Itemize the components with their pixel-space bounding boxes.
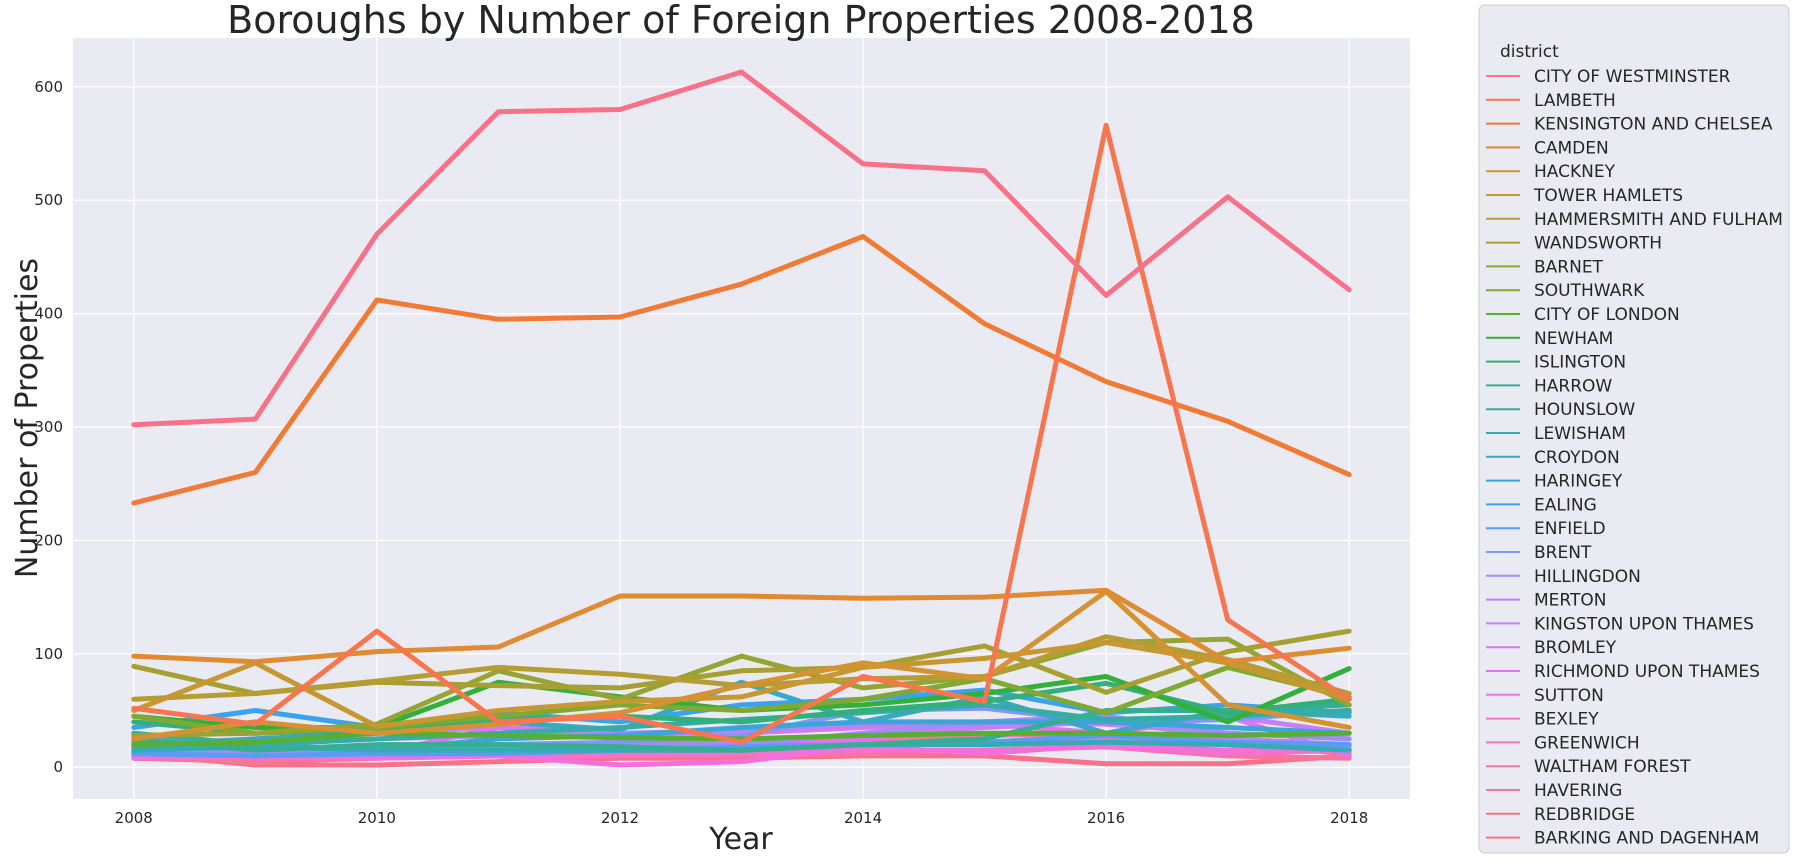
legend-entry-label: HOUNSLOW [1534,400,1635,420]
x-tick-label: 2014 [844,809,882,827]
y-tick-label: 100 [34,645,63,663]
legend-entry-label: BARNET [1534,257,1604,277]
legend-entry-label: RICHMOND UPON THAMES [1534,662,1760,682]
legend: district CITY OF WESTMINSTER LAMBETH KENSI… [1478,4,1790,854]
x-tick-label: 2008 [115,809,153,827]
legend-entry-label: LEWISHAM [1534,424,1626,444]
x-tick-label: 2010 [358,809,396,827]
legend-items: CITY OF WESTMINSTER LAMBETH KENSINGTON AND… [1486,67,1783,849]
legend-entry-label: SUTTON [1534,686,1604,706]
legend-entry-label: CROYDON [1534,448,1620,468]
legend-entry-label: NEWHAM [1534,329,1613,349]
x-tick-label: 2018 [1330,809,1368,827]
legend-entry-label: HAMMERSMITH AND FULHAM [1534,210,1783,230]
legend-entry-label: CAMDEN [1534,138,1609,158]
legend-entry-label: HARINGEY [1534,472,1623,492]
y-tick-label: 300 [34,418,63,436]
legend-entry-label: BARKING AND DAGENHAM [1534,829,1759,849]
x-tick-label: 2016 [1087,809,1125,827]
chart-title: Boroughs by Number of Foreign Properties… [227,0,1255,42]
series-line [131,69,1352,428]
legend-entry-label: CITY OF WESTMINSTER [1534,67,1731,87]
legend-entry-label: SOUTHWARK [1534,281,1645,301]
legend-entry-label: BEXLEY [1534,710,1599,730]
legend-entry-label: WANDSWORTH [1534,234,1662,254]
series-line [131,234,1352,506]
legend-box [1478,4,1790,854]
legend-entry-label: ENFIELD [1534,519,1606,539]
series-line [131,589,1352,742]
y-tick-label: 0 [53,758,63,776]
legend-entry-label: GREENWICH [1534,733,1640,753]
series-line [131,640,1352,729]
legend-entry-label: ISLINGTON [1534,353,1626,373]
legend-entry-label: BRENT [1534,543,1592,563]
series-line [131,122,1352,745]
legend-entry-label: BROMLEY [1534,638,1617,658]
x-axis-label: Year [708,822,773,857]
legend-title: district [1500,42,1559,62]
legend-entry-label: TOWER HAMLETS [1533,186,1683,206]
y-tick-label: 200 [34,531,63,549]
x-tick-label: 2012 [601,809,639,827]
series-line [131,733,1352,759]
y-tick-label: 500 [34,191,63,209]
series-line [131,730,1352,748]
series-lines [131,69,1352,768]
series-line [131,587,1352,665]
y-tick-label: 600 [34,78,63,96]
series-line [131,702,1352,753]
legend-entry-label: HACKNEY [1534,162,1616,182]
legend-entry-label: LAMBETH [1534,91,1616,111]
legend-entry-label: HARROW [1534,376,1612,396]
legend-entry-label: REDBRIDGE [1534,805,1635,825]
legend-entry-label: HILLINGDON [1534,567,1641,587]
legend-entry-label: KINGSTON UPON THAMES [1534,614,1754,634]
y-axis-label: Number of Properties [10,258,45,578]
y-tick-label: 400 [34,305,63,323]
legend-entry-label: CITY OF LONDON [1534,305,1680,325]
legend-entry-label: HAVERING [1534,781,1622,801]
legend-entry-label: EALING [1534,495,1597,515]
legend-entry-label: KENSINGTON AND CHELSEA [1534,115,1773,135]
legend-entry-label: WALTHAM FOREST [1534,757,1691,777]
legend-entry-label: MERTON [1534,591,1606,611]
tick-labels: 0 100 200 300 400 500 600 2008 2010 2012 2014 2016 2… [34,78,1368,827]
